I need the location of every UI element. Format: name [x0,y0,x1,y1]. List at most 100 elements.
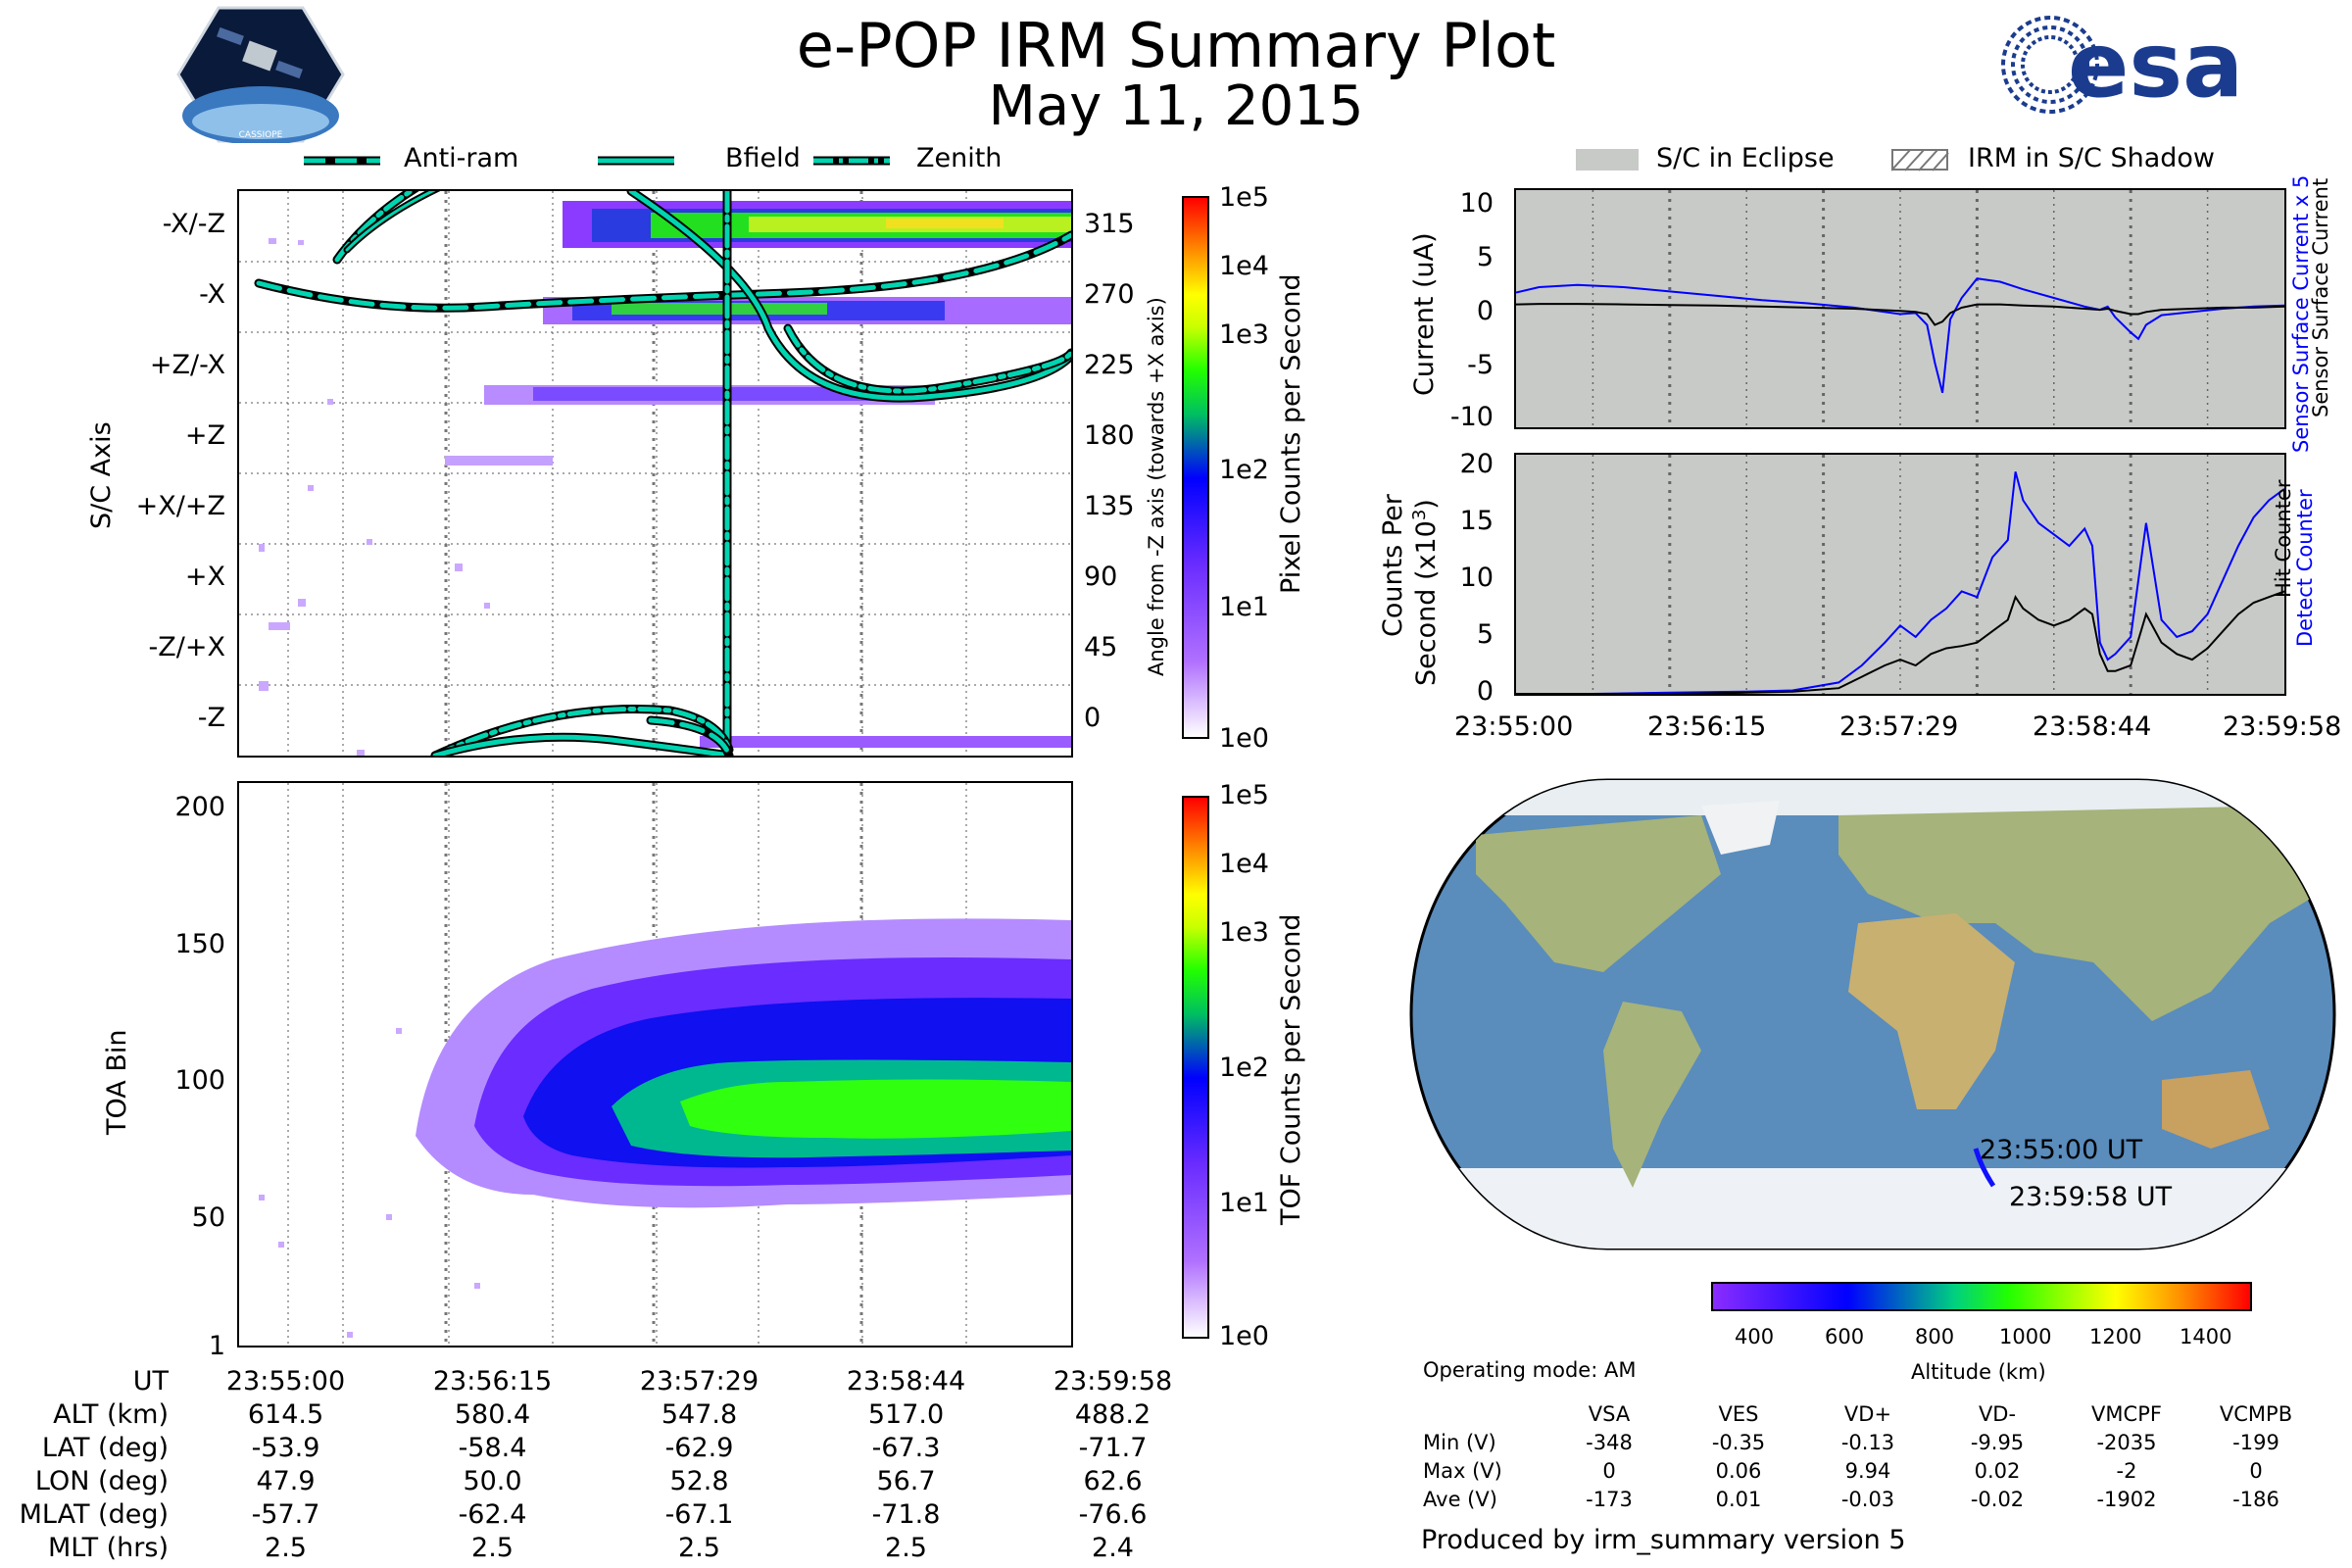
cassiope-logo-text: CASSIOPE [239,130,283,140]
pixel-cbar-tick-1: 1e4 [1219,251,1269,281]
voltage-row-label: Max (V) [1423,1458,1502,1483]
toa-ytick-2: 100 [174,1065,225,1096]
right-time-tick-4: 23:59:58 [2223,711,2342,742]
alt-tick-0: 400 [1735,1325,1775,1348]
counts-ytick-0: 20 [1459,449,1494,479]
orbit-cell: -62.4 [458,1498,527,1530]
angle-tick-3: 180 [1084,420,1135,451]
operating-mode: Operating mode: AM [1423,1358,1637,1382]
counts-ytick-2: 10 [1459,563,1494,593]
voltage-cell: 9.94 [1844,1458,1891,1483]
orbit-row-label: MLT (hrs) [47,1532,169,1563]
voltage-cell: -2 [2116,1458,2137,1483]
orbit-cell: 52.8 [669,1465,729,1496]
series-line-hit-counter [1516,590,2285,695]
orbit-cell: -71.7 [1078,1432,1148,1463]
orbit-cell: 488.2 [1074,1398,1152,1430]
voltage-header: VES [1718,1401,1759,1426]
angle-tick-4: 135 [1084,491,1135,521]
orbit-row: UT 23:55:00 23:56:15 23:57:29 23:58:44 23:59:… [0,1364,1216,1397]
plot-title: e-POP IRM Summary Plot [796,10,1556,81]
voltage-cell: -0.13 [1840,1430,1895,1454]
cassiope-logo: CASSIOPE [176,6,345,143]
pixel-cbar-label: Pixel Counts per Second [1276,273,1306,594]
orbit-cell: 23:57:29 [639,1365,760,1396]
eclipse-swatch [1576,149,1639,171]
voltage-cell: -2035 [2096,1430,2157,1454]
pixel-cbar-tick-3: 1e2 [1219,455,1269,485]
counts-ylabel-1: Counts Per [1378,494,1408,637]
orbit-cell: -62.9 [664,1432,734,1463]
axis-cat-0: -X/-Z [162,209,225,239]
orbit-row-label: UT [132,1365,169,1396]
orbit-cell: 547.8 [661,1398,738,1430]
orbit-cell: -67.3 [871,1432,941,1463]
counts-ytick-3: 5 [1476,619,1494,650]
orbit-cell: -76.6 [1078,1498,1148,1530]
voltage-cell: -0.02 [1970,1487,2025,1511]
orbit-row-label: MLAT (deg) [19,1498,169,1530]
pixel-colorbar [1182,196,1209,739]
axis-cat-4: +X/+Z [135,491,225,521]
axis-cat-2: +Z/-X [149,350,225,380]
tof-cbar-label: TOF Counts per Second [1276,913,1306,1226]
right-time-tick-2: 23:57:29 [1839,711,1959,742]
toa-ytick-3: 50 [191,1202,225,1233]
angle-tick-0: 315 [1084,209,1135,239]
pixel-spectrogram-panel [237,108,1076,760]
tof-cbar-tick-0: 1e5 [1219,780,1269,810]
legend-anti-ram: Anti-ram [404,143,519,173]
orbit-cell: 56.7 [876,1465,936,1496]
legend-bfield: Bfield [725,143,801,173]
toa-ytick-4: 1 [208,1331,225,1361]
voltage-cell: -0.35 [1711,1430,1766,1454]
pixel-cbar-tick-5: 1e0 [1219,723,1269,754]
current-right-label-2: Sensor Surface Current [2309,177,2332,417]
orbit-cell: 47.9 [256,1465,316,1496]
axis-cat-1: -X [199,279,225,310]
counts-ytick-4: 0 [1476,676,1494,707]
voltage-cell: 0 [1602,1458,1616,1483]
series-line-sensor-surface-current [1515,303,2285,326]
orbit-cell: 50.0 [463,1465,522,1496]
counts-right-label-2: Hit Counter [2272,479,2295,598]
voltage-row: Ave (V) -173 0.01 -0.03 -0.02 -1902 -186 [1417,1485,2321,1513]
voltage-cell: 0.01 [1715,1487,1762,1511]
tof-cbar-tick-3: 1e2 [1219,1053,1269,1083]
right-time-tick-0: 23:55:00 [1454,711,1574,742]
voltage-cell: 0.06 [1715,1458,1762,1483]
voltage-cell: -186 [2232,1487,2279,1511]
shadow-swatch [1891,149,1949,172]
orbit-cell: 23:56:15 [432,1365,553,1396]
voltage-cell: -173 [1586,1487,1633,1511]
voltage-cell: 0 [2249,1458,2263,1483]
tof-cbar-tick-4: 1e1 [1219,1188,1269,1218]
orbit-cell: 23:55:00 [225,1365,346,1396]
voltage-header: VCMPB [2219,1401,2293,1426]
orbit-cell: 23:59:58 [1053,1365,1173,1396]
toa-ytick-1: 150 [174,929,225,959]
map-end-label: 23:59:58 UT [2009,1182,2173,1212]
orbit-cell: -57.7 [251,1498,320,1530]
voltage-header: VMCPF [2091,1401,2162,1426]
orbit-row-label: LON (deg) [34,1465,169,1496]
angle-tick-7: 0 [1084,703,1102,733]
counts-chart-panel [1514,453,2286,696]
tof-colorbar [1182,796,1209,1339]
pixel-cbar-tick-4: 1e1 [1219,592,1269,622]
current-ytick-4: -10 [1449,402,1494,432]
current-ytick-0: 10 [1459,188,1494,219]
orbit-cell: 2.5 [265,1532,307,1563]
orbit-row-label: ALT (km) [53,1398,169,1430]
alt-tick-3: 1000 [1999,1325,2052,1348]
esa-logo: esa [2001,14,2243,118]
orbit-cell: -71.8 [871,1498,941,1530]
orbit-cell: 62.6 [1083,1465,1143,1496]
pixel-ylabel: S/C Axis [86,421,117,529]
orbit-table: UT 23:55:00 23:56:15 23:57:29 23:58:44 23:59:… [0,1364,1216,1564]
voltage-header: VSA [1588,1401,1631,1426]
alt-tick-1: 600 [1825,1325,1865,1348]
orbit-cell: 2.4 [1092,1532,1134,1563]
plot-date: May 11, 2015 [988,74,1364,138]
orbit-row: LAT (deg) -53.9 -58.4 -62.9 -67.3 -71.7 [0,1431,1216,1464]
